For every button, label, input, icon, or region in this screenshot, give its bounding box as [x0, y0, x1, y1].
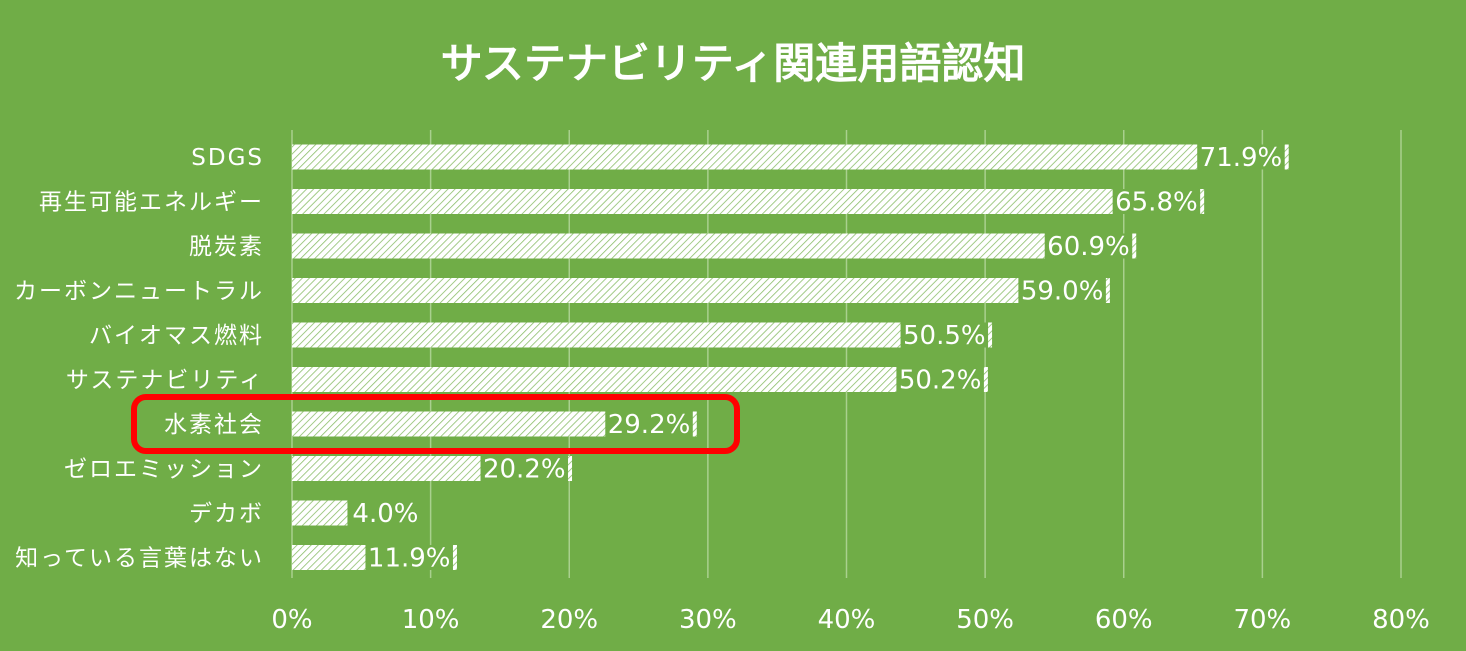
data-label: 20.2%	[483, 455, 566, 485]
category-labels: SDGS 再生可能エネルギー脱炭素カーボンニュートラルバイオマス燃料サステナビリテ…	[14, 145, 264, 572]
highlight-box	[131, 394, 740, 454]
x-tick-label: 0%	[271, 605, 312, 635]
bars: 71.9%65.8% 60.9% 59.0% 50.5% 50.2% 29.2% 20.2%…	[292, 143, 1289, 574]
data-label-background	[605, 411, 693, 437]
bar	[292, 367, 988, 392]
bar	[292, 233, 1137, 259]
bar	[292, 278, 1110, 303]
data-label-background	[896, 367, 984, 392]
category-label: 水素社会	[164, 412, 264, 438]
category-label: ゼロエミッション	[64, 457, 264, 483]
data-label-background	[349, 500, 422, 526]
data-label: 4.0%	[352, 499, 418, 529]
category-label: サステナビリティ	[66, 368, 264, 394]
category-label: デカボ	[189, 501, 264, 527]
data-label-background	[1112, 189, 1201, 214]
x-tick-label: 20%	[540, 605, 598, 635]
data-label: 11.9%	[368, 544, 451, 574]
x-tick-label: 70%	[1233, 605, 1291, 635]
chart-title: サステナビリティ関連用語認知	[441, 39, 1026, 88]
data-label: 60.9%	[1047, 232, 1130, 262]
data-label: 71.9%	[1200, 143, 1283, 173]
data-label: 29.2%	[608, 410, 691, 440]
data-label: 50.5%	[903, 321, 986, 351]
category-label: SDGS	[191, 145, 264, 171]
x-tick-label: 40%	[818, 605, 876, 635]
x-tick-label: 80%	[1372, 605, 1430, 635]
data-label: 59.0%	[1021, 277, 1104, 307]
data-label-background	[900, 322, 989, 348]
bar	[292, 500, 348, 526]
data-label-background	[480, 456, 569, 481]
data-label-background	[1018, 278, 1106, 303]
data-label: 65.8%	[1115, 188, 1198, 218]
category-label: 再生可能エネルギー	[39, 190, 264, 216]
x-tick-label: 50%	[956, 605, 1014, 635]
x-tick-label: 30%	[679, 605, 737, 635]
bar	[292, 322, 993, 348]
data-label-background	[1197, 144, 1285, 170]
x-axis-tick-labels: 0% 10% 20% 30% 40% 50% 60% 70% 80%	[271, 605, 1430, 635]
x-tick-label: 60%	[1095, 605, 1153, 635]
x-tick-label: 10%	[402, 605, 460, 635]
category-label: カーボンニュートラル	[14, 279, 264, 305]
category-label: 脱炭素	[189, 234, 264, 260]
bar	[292, 189, 1205, 214]
highlight-annotation	[131, 394, 740, 454]
bar	[292, 144, 1289, 170]
category-label: バイオマス燃料	[89, 323, 264, 349]
data-label-background	[365, 545, 453, 570]
category-label: 知っている言葉はない	[15, 546, 264, 572]
data-label: 50.2%	[899, 366, 982, 396]
data-label-background	[1044, 233, 1133, 259]
